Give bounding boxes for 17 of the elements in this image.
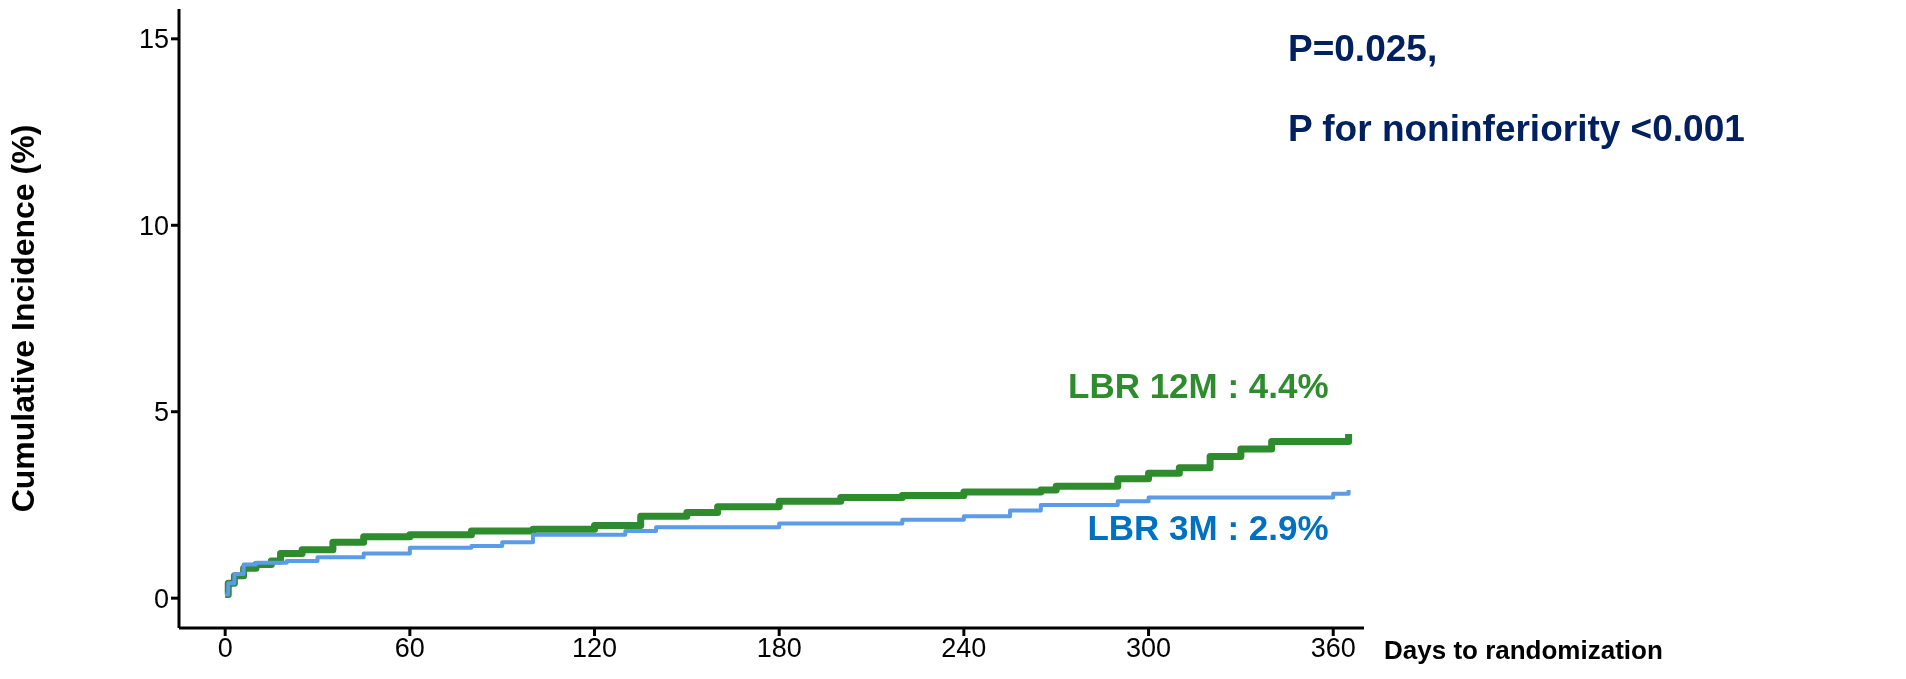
annotation: P=0.025, [1288, 28, 1438, 70]
y-axis-title: Cumulative Incidence (%) [5, 124, 42, 513]
x-tick-label: 240 [941, 633, 987, 664]
x-axis-title: Days to randomization [1384, 635, 1663, 666]
annotation: LBR 12M : 4.4% [1068, 366, 1329, 407]
y-tick-label: 15 [138, 24, 169, 55]
x-tick-label: 60 [394, 633, 425, 664]
y-tick-label: 10 [138, 210, 169, 241]
annotation: LBR 3M : 2.9% [1087, 508, 1329, 549]
x-tick-label: 300 [1126, 633, 1172, 664]
y-tick-label: 5 [153, 397, 169, 428]
x-tick-label: 120 [571, 633, 618, 664]
x-tick-label: 180 [756, 633, 802, 664]
annotation: P for noninferiority <0.001 [1288, 108, 1745, 150]
x-tick-label: 0 [217, 633, 233, 664]
y-tick-label: 0 [153, 583, 169, 614]
x-tick-label: 360 [1310, 633, 1356, 664]
